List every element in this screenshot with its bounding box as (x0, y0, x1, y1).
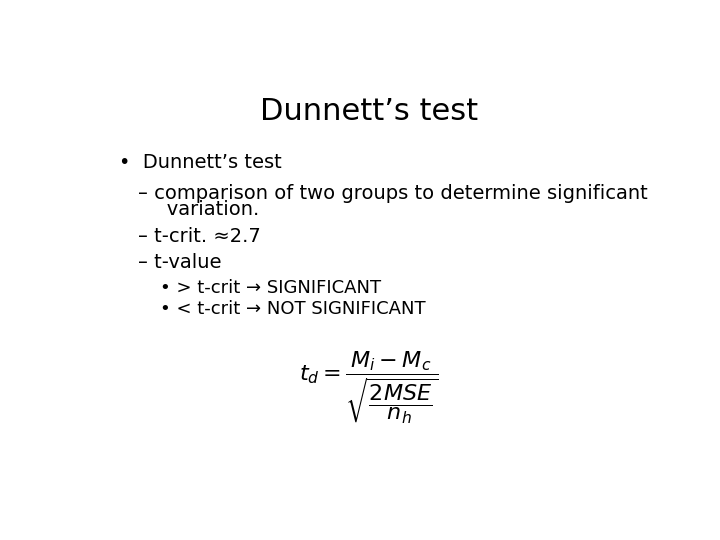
Text: Dunnett’s test: Dunnett’s test (260, 97, 478, 126)
Text: • < t-crit → NOT SIGNIFICANT: • < t-crit → NOT SIGNIFICANT (160, 300, 426, 318)
Text: •  Dunnett’s test: • Dunnett’s test (120, 153, 282, 172)
Text: $t_{d} = \dfrac{M_{i} - M_{c}}{\sqrt{\dfrac{2MSE}{n_{h}}}}$: $t_{d} = \dfrac{M_{i} - M_{c}}{\sqrt{\df… (300, 350, 438, 426)
Text: – t-crit. ≈2.7: – t-crit. ≈2.7 (138, 226, 261, 246)
Text: – comparison of two groups to determine significant: – comparison of two groups to determine … (138, 184, 648, 203)
Text: variation.: variation. (148, 200, 259, 219)
Text: • > t-crit → SIGNIFICANT: • > t-crit → SIGNIFICANT (160, 279, 381, 297)
Text: – t-value: – t-value (138, 253, 222, 273)
